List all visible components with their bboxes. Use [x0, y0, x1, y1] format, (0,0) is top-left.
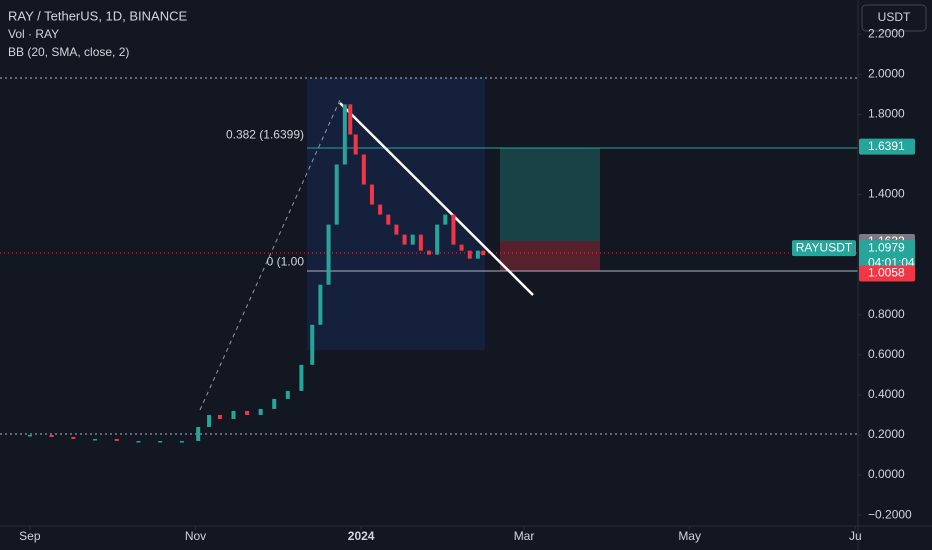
- fib-zone: [307, 78, 485, 350]
- x-tick-label: May: [678, 529, 701, 543]
- candle: [361, 154, 366, 185]
- candle: [378, 204, 383, 215]
- candle: [475, 250, 480, 259]
- y-tick-label: 0.4000: [868, 387, 905, 401]
- candle: [443, 214, 448, 225]
- chart-title: RAY / TetherUS, 1D, BINANCE: [8, 8, 188, 23]
- price-tag: [859, 265, 915, 282]
- candle: [71, 437, 76, 440]
- candle: [231, 410, 236, 419]
- currency-label[interactable]: USDT: [878, 10, 911, 24]
- y-tick-label: 1.8000: [868, 107, 905, 121]
- candle: [310, 324, 315, 365]
- price-tag-label: 1.0058: [868, 266, 905, 280]
- y-tick-label: 2.0000: [868, 67, 905, 81]
- symbol-tag-label: RAYUSDT: [796, 240, 853, 254]
- candle: [451, 214, 456, 245]
- candle: [114, 439, 119, 442]
- y-tick-label: −0.2000: [868, 507, 912, 521]
- trendline: [339, 102, 534, 296]
- candle: [258, 408, 263, 415]
- candle: [326, 224, 331, 285]
- candle: [353, 134, 358, 155]
- candle: [49, 434, 54, 438]
- candle: [27, 434, 32, 437]
- candle: [481, 250, 486, 256]
- y-tick-label: 0.2000: [868, 427, 905, 441]
- x-tick-label: Sep: [19, 529, 41, 543]
- candle: [435, 224, 440, 255]
- currency-button[interactable]: [861, 4, 927, 32]
- indicator-label: Vol · RAY: [8, 27, 59, 41]
- price-tag: [859, 138, 915, 155]
- candle: [93, 439, 98, 441]
- candle: [386, 214, 391, 225]
- x-tick-label: Nov: [185, 529, 206, 543]
- candle: [369, 184, 374, 205]
- indicator-label: BB (20, SMA, close, 2): [8, 45, 129, 59]
- y-tick-label: 0.6000: [868, 347, 905, 361]
- candle: [245, 410, 250, 415]
- candle: [318, 284, 323, 325]
- price-tag-label: 1.0979: [868, 240, 905, 254]
- candle: [410, 234, 415, 245]
- candle: [418, 234, 423, 251]
- candle: [179, 441, 184, 443]
- candle: [459, 244, 464, 251]
- y-tick-label: 2.2000: [868, 26, 905, 40]
- candle: [285, 390, 290, 399]
- candle: [158, 441, 163, 443]
- candle: [348, 104, 353, 135]
- y-tick-label: 0.8000: [868, 307, 905, 321]
- x-tick-label: Ju: [849, 529, 862, 543]
- candle: [402, 234, 407, 245]
- candle: [207, 414, 212, 427]
- target-zone: [500, 148, 600, 241]
- candle: [427, 250, 431, 255]
- fib-trend: [199, 99, 341, 411]
- candle: [342, 104, 347, 165]
- y-tick-label: 0.0000: [868, 467, 905, 481]
- x-tick-label: 2024: [348, 529, 375, 543]
- candle: [334, 164, 339, 225]
- candle: [467, 250, 472, 259]
- candle: [217, 414, 222, 419]
- candle: [136, 441, 141, 443]
- fib-label: 0.382 (1.6399): [226, 128, 304, 142]
- stop-zone: [500, 241, 600, 271]
- candle: [299, 364, 304, 391]
- fib-label: 0 (1.00: [267, 255, 305, 269]
- candle: [272, 398, 277, 409]
- symbol-tag: [792, 240, 856, 257]
- y-tick-label: 1.4000: [868, 187, 905, 201]
- x-tick-label: Mar: [514, 529, 535, 543]
- price-tag: [859, 240, 915, 271]
- candle: [196, 426, 201, 442]
- candle: [394, 224, 399, 235]
- price-tag-label: 1.6391: [868, 139, 905, 153]
